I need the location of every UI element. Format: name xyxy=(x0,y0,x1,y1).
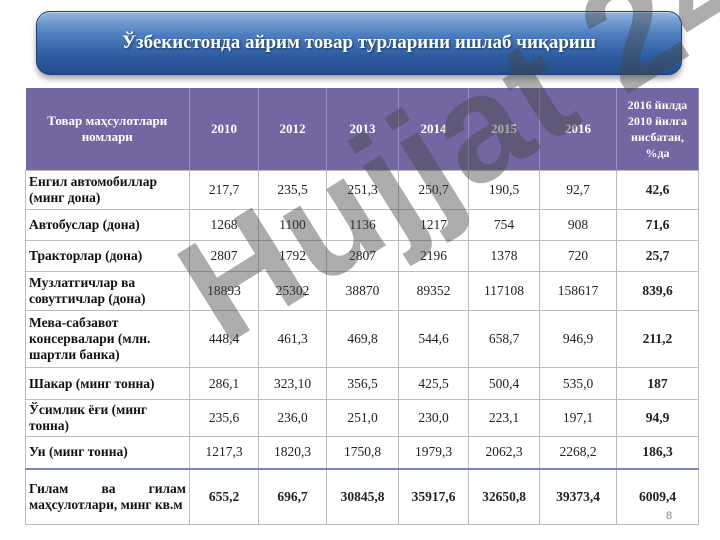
page-number: 8 xyxy=(666,510,673,522)
table-row: Енгил автомобиллар (минг дона) 217,7 235… xyxy=(25,170,699,210)
header-2012: 2012 xyxy=(258,88,327,171)
table-cell: 1217,3 xyxy=(189,436,259,469)
table-cell: 71,6 xyxy=(616,209,699,241)
table-cell: 1820,3 xyxy=(258,436,327,469)
table-cell: 946,9 xyxy=(539,310,617,368)
page-title: Ўзбекистонда айрим товар турларини ишлаб… xyxy=(122,32,596,53)
row-label: Музлатгичлар ва совутгичлар (дона) xyxy=(25,271,190,311)
production-table: Товар маҳсулотлари номлари 2010 2012 201… xyxy=(25,88,699,525)
table-cell: 251,3 xyxy=(326,170,399,210)
table-cell: 250,7 xyxy=(398,170,469,210)
table-cell: 6009,4 xyxy=(616,467,699,525)
table-cell: 839,6 xyxy=(616,271,699,311)
table-cell: 190,5 xyxy=(468,170,540,210)
table-cell: 236,0 xyxy=(258,399,327,437)
table-cell: 42,6 xyxy=(616,170,699,210)
table-cell: 535,0 xyxy=(539,367,617,400)
table-cell: 25302 xyxy=(258,271,327,311)
table-cell: 1750,8 xyxy=(326,436,399,469)
header-row: Товар маҳсулотлари номлари 2010 2012 201… xyxy=(25,88,699,171)
header-2016: 2016 xyxy=(539,88,617,171)
row-label: Ўсимлик ёғи (минг тонна) xyxy=(25,399,190,437)
table-cell: 286,1 xyxy=(189,367,259,400)
table-cell: 223,1 xyxy=(468,399,540,437)
table-cell: 94,9 xyxy=(616,399,699,437)
table-cell: 461,3 xyxy=(258,310,327,368)
table-cell: 908 xyxy=(539,209,617,241)
table-row: Шакар (минг тонна) 286,1 323,10 356,5 42… xyxy=(25,367,699,400)
table-cell: 448,4 xyxy=(189,310,259,368)
table-cell: 696,7 xyxy=(258,467,327,525)
row-label: Автобуслар (дона) xyxy=(25,209,190,241)
header-2015: 2015 xyxy=(468,88,540,171)
table-cell: 754 xyxy=(468,209,540,241)
table-cell: 356,5 xyxy=(326,367,399,400)
table-cell: 1136 xyxy=(326,209,399,241)
table-cell: 217,7 xyxy=(189,170,259,210)
table-cell: 1217 xyxy=(398,209,469,241)
table-cell: 2268,2 xyxy=(539,436,617,469)
table-cell: 1268 xyxy=(189,209,259,241)
row-label: Шакар (минг тонна) xyxy=(25,367,190,400)
row-label: Енгил автомобиллар (минг дона) xyxy=(25,170,190,210)
header-2013: 2013 xyxy=(326,88,399,171)
table-cell: 92,7 xyxy=(539,170,617,210)
row-label: Гилам ва гилам маҳсулотлари, минг кв.м xyxy=(25,467,190,525)
table-cell: 235,6 xyxy=(189,399,259,437)
table-cell: 1378 xyxy=(468,240,540,272)
table-cell: 425,5 xyxy=(398,367,469,400)
table-cell: 469,8 xyxy=(326,310,399,368)
table-cell: 1979,3 xyxy=(398,436,469,469)
title-banner: Ўзбекистонда айрим товар турларини ишлаб… xyxy=(36,11,682,75)
row-label: Ун (минг тонна) xyxy=(25,436,190,469)
table-cell: 1100 xyxy=(258,209,327,241)
table-cell: 323,10 xyxy=(258,367,327,400)
table-cell: 186,3 xyxy=(616,436,699,469)
table-cell: 211,2 xyxy=(616,310,699,368)
table-cell: 2807 xyxy=(189,240,259,272)
table-cell: 720 xyxy=(539,240,617,272)
table-row: Автобуслар (дона) 1268 1100 1136 1217 75… xyxy=(25,209,699,241)
table-cell: 18893 xyxy=(189,271,259,311)
table-row: Гилам ва гилам маҳсулотлари, минг кв.м 6… xyxy=(25,467,699,525)
table-row: Музлатгичлар ва совутгичлар (дона) 18893… xyxy=(25,271,699,311)
table-cell: 544,6 xyxy=(398,310,469,368)
header-ratio: 2016 йилда 2010 йилга нисбатан, %да xyxy=(616,88,699,171)
table-cell: 25,7 xyxy=(616,240,699,272)
table-cell: 655,2 xyxy=(189,467,259,525)
table-cell: 235,5 xyxy=(258,170,327,210)
table-cell: 32650,8 xyxy=(468,467,540,525)
table-cell: 2196 xyxy=(398,240,469,272)
table-cell: 1792 xyxy=(258,240,327,272)
header-2014: 2014 xyxy=(398,88,469,171)
row-label: Тракторлар (дона) xyxy=(25,240,190,272)
table-cell: 230,0 xyxy=(398,399,469,437)
table-cell: 158617 xyxy=(539,271,617,311)
table-cell: 187 xyxy=(616,367,699,400)
table-cell: 658,7 xyxy=(468,310,540,368)
table-cell: 251,0 xyxy=(326,399,399,437)
table-row: Мева-сабзавот консервалари (млн. шартли … xyxy=(25,310,699,368)
header-product: Товар маҳсулотлари номлари xyxy=(25,88,190,171)
table-row: Ун (минг тонна) 1217,3 1820,3 1750,8 197… xyxy=(25,436,699,469)
table-cell: 197,1 xyxy=(539,399,617,437)
table-row: Тракторлар (дона) 2807 1792 2807 2196 13… xyxy=(25,240,699,272)
header-2010: 2010 xyxy=(189,88,259,171)
table-cell: 38870 xyxy=(326,271,399,311)
table-cell: 35917,6 xyxy=(398,467,469,525)
table-cell: 30845,8 xyxy=(326,467,399,525)
table-cell: 39373,4 xyxy=(539,467,617,525)
table-cell: 500,4 xyxy=(468,367,540,400)
table-cell: 2807 xyxy=(326,240,399,272)
table-row: Ўсимлик ёғи (минг тонна) 235,6 236,0 251… xyxy=(25,399,699,437)
table-cell: 117108 xyxy=(468,271,540,311)
table-cell: 2062,3 xyxy=(468,436,540,469)
table-cell: 89352 xyxy=(398,271,469,311)
row-label: Мева-сабзавот консервалари (млн. шартли … xyxy=(25,310,190,368)
